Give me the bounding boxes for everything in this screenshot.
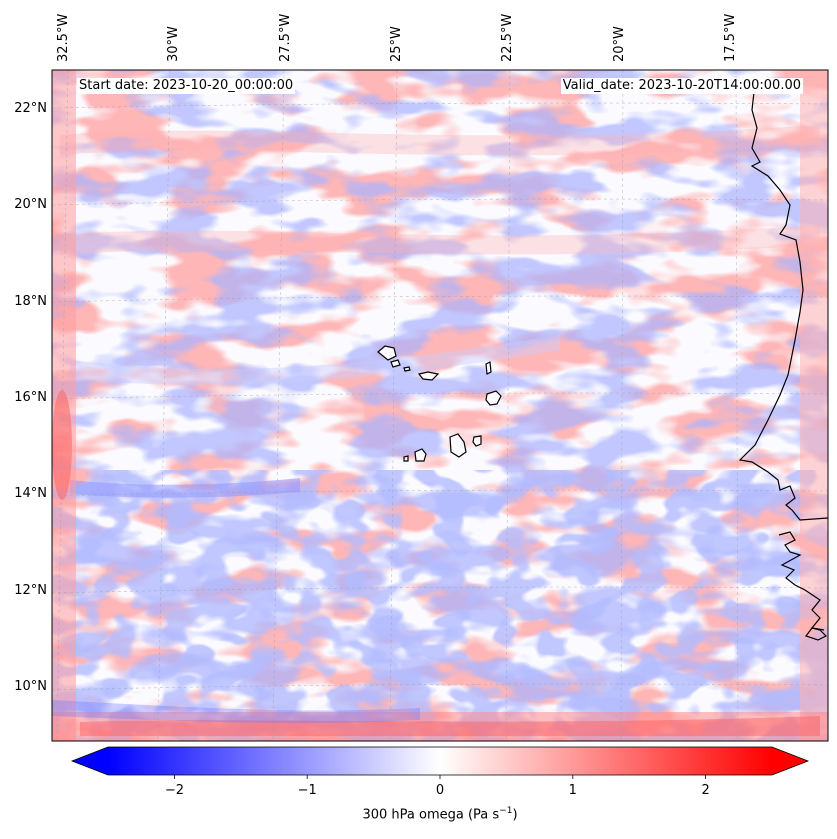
lat-label: 14°N — [14, 486, 47, 501]
colorbar-tick-label: 1 — [569, 783, 577, 798]
colorbar-tick-label: −1 — [298, 783, 317, 798]
cape-verde-islands — [377, 345, 502, 462]
lon-label: 20°W — [612, 26, 627, 62]
lat-labels: 22°N 20°N 18°N 16°N 14°N 12°N 10°N — [14, 101, 47, 694]
lon-label: 32.5°W — [56, 14, 71, 62]
start-date-label: Start date: 2023-10-20_00:00:00 — [77, 78, 296, 94]
graticule — [52, 70, 828, 741]
lon-label: 22.5°W — [500, 14, 515, 62]
lat-label: 22°N — [14, 101, 47, 116]
colorbar-tick-label: −2 — [165, 783, 184, 798]
colorbar-label-end: ) — [512, 807, 518, 823]
valid-date-label: Valid_date: 2023-10-20T14:00:00.00 — [560, 78, 803, 94]
colorbar-label: 300 hPa omega (Pa s−1) — [0, 806, 837, 822]
lat-label: 16°N — [14, 390, 47, 405]
colorbar-label-exponent: −1 — [499, 806, 513, 816]
colorbar-tick-label: 2 — [701, 783, 709, 798]
coastline-west-africa — [738, 91, 828, 641]
lon-label: 27.5°W — [278, 14, 293, 62]
lon-label: 17.5°W — [723, 14, 738, 62]
colorbar: −2 −1 0 1 2 — [70, 746, 810, 798]
omega-field — [52, 70, 828, 741]
lat-label: 20°N — [14, 197, 47, 212]
lon-label: 25°W — [389, 26, 404, 62]
lon-label: 30°W — [166, 26, 181, 62]
map-frame — [51, 69, 829, 742]
colorbar-gradient — [108, 747, 772, 775]
lat-label: 18°N — [14, 294, 47, 309]
colorbar-extend-high — [772, 747, 808, 775]
colorbar-extend-low — [72, 747, 108, 775]
colorbar-tick-label: 0 — [436, 783, 444, 798]
colorbar-label-text: 300 hPa omega (Pa s — [362, 807, 500, 823]
lon-labels: 32.5°W 30°W 27.5°W 25°W 22.5°W 20°W 17.5… — [56, 14, 738, 62]
lat-label: 12°N — [14, 583, 47, 598]
lat-label: 10°N — [14, 679, 47, 694]
